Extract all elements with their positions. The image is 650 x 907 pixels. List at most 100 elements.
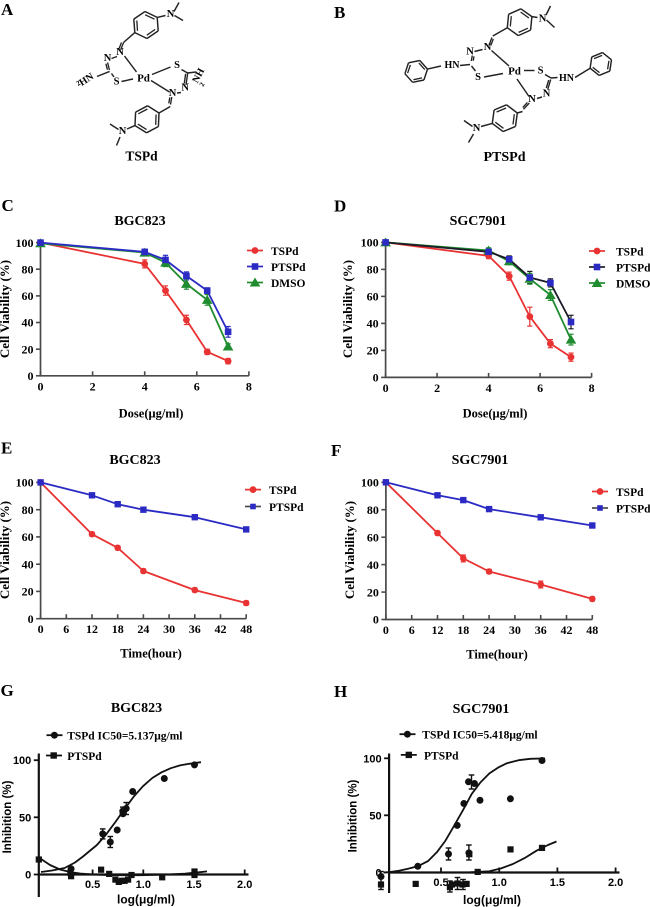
svg-text:0: 0 <box>38 379 44 393</box>
svg-text:N: N <box>539 14 547 25</box>
svg-text:36: 36 <box>189 622 201 636</box>
svg-text:100: 100 <box>361 476 379 490</box>
svg-text:B: B <box>334 3 345 22</box>
svg-text:0: 0 <box>383 381 389 395</box>
svg-text:60: 60 <box>367 530 379 544</box>
svg-text:40: 40 <box>367 317 379 331</box>
svg-text:N: N <box>181 83 189 94</box>
svg-text:Cell Viability (%): Cell Viability (%) <box>0 260 12 358</box>
svg-text:PTSPd: PTSPd <box>271 262 306 274</box>
svg-text:BGC823: BGC823 <box>109 453 160 468</box>
svg-text:48: 48 <box>586 623 598 637</box>
svg-text:DMSO: DMSO <box>616 279 650 291</box>
svg-text:DMSO: DMSO <box>271 278 306 290</box>
svg-text:50: 50 <box>369 810 381 822</box>
svg-text:100: 100 <box>13 755 31 767</box>
svg-text:Time(hour): Time(hour) <box>466 648 528 662</box>
svg-text:18: 18 <box>457 623 469 637</box>
svg-text:Inhibition (%): Inhibition (%) <box>348 779 360 852</box>
svg-text:1.0: 1.0 <box>136 879 151 891</box>
svg-text:PTSPd: PTSPd <box>616 504 650 516</box>
svg-text:Inhibition (%): Inhibition (%) <box>2 780 14 853</box>
svg-text:Cell Viability (%): Cell Viability (%) <box>340 260 355 358</box>
svg-text:Time(hour): Time(hour) <box>120 647 182 661</box>
svg-text:F: F <box>331 441 341 460</box>
svg-text:6: 6 <box>63 622 69 636</box>
svg-text:0: 0 <box>28 369 34 383</box>
svg-text:N: N <box>116 47 124 58</box>
svg-text:0: 0 <box>38 622 44 636</box>
svg-text:PTSPd: PTSPd <box>424 750 459 762</box>
svg-text:80: 80 <box>367 503 379 517</box>
svg-text:N: N <box>169 88 177 99</box>
svg-text:S: S <box>538 66 544 77</box>
svg-text:BGC823: BGC823 <box>114 214 165 229</box>
svg-text:24: 24 <box>483 623 495 637</box>
svg-text:2: 2 <box>198 81 207 88</box>
svg-text:100: 100 <box>363 753 381 765</box>
svg-text:C: C <box>2 196 14 215</box>
svg-text:48: 48 <box>240 622 252 636</box>
svg-text:Cell Viability (%): Cell Viability (%) <box>0 501 12 599</box>
svg-text:4: 4 <box>486 381 492 395</box>
svg-text:S: S <box>475 72 481 83</box>
svg-text:G: G <box>1 681 14 700</box>
svg-text:100: 100 <box>16 476 34 490</box>
svg-text:TSPd IC50=5.418μg/ml: TSPd IC50=5.418μg/ml <box>422 730 537 742</box>
svg-text:12: 12 <box>432 623 444 637</box>
svg-text:6: 6 <box>537 381 543 395</box>
svg-text:0: 0 <box>373 371 379 385</box>
svg-text:0: 0 <box>375 867 381 879</box>
svg-text:TSPd: TSPd <box>125 149 158 164</box>
svg-text:0: 0 <box>25 870 31 882</box>
svg-text:42: 42 <box>561 623 573 637</box>
svg-text:Pd: Pd <box>137 73 150 85</box>
svg-text:PTSPd: PTSPd <box>483 150 525 165</box>
svg-text:Dose(μg/ml): Dose(μg/ml) <box>119 407 184 421</box>
svg-text:PTSPd: PTSPd <box>67 751 102 763</box>
svg-text:18: 18 <box>112 622 124 636</box>
svg-text:1.0: 1.0 <box>492 877 507 889</box>
svg-text:SGC7901: SGC7901 <box>450 214 507 229</box>
svg-text:PTSPd: PTSPd <box>616 263 650 275</box>
svg-text:BGC823: BGC823 <box>111 701 162 716</box>
svg-text:A: A <box>1 0 14 19</box>
svg-text:2.0: 2.0 <box>608 877 623 889</box>
svg-text:N: N <box>466 47 474 58</box>
svg-text:PTSPd: PTSPd <box>269 502 304 514</box>
svg-text:log(μg/ml): log(μg/ml) <box>117 893 175 907</box>
svg-text:80: 80 <box>367 263 379 277</box>
svg-text:D: D <box>334 197 346 216</box>
svg-text:TSPd: TSPd <box>269 485 297 497</box>
svg-text:50: 50 <box>19 812 31 824</box>
svg-text:N: N <box>119 126 127 137</box>
svg-text:20: 20 <box>22 585 34 599</box>
svg-text:N: N <box>473 123 481 134</box>
svg-text:24: 24 <box>137 622 149 636</box>
svg-text:TSPd: TSPd <box>616 487 644 499</box>
svg-text:40: 40 <box>22 316 34 330</box>
svg-text:H: H <box>334 682 347 701</box>
svg-text:100: 100 <box>16 236 34 250</box>
svg-text:Pd: Pd <box>508 66 521 78</box>
svg-text:1.5: 1.5 <box>550 877 565 889</box>
svg-text:60: 60 <box>367 290 379 304</box>
svg-text:TSPd IC50=5.137μg/ml: TSPd IC50=5.137μg/ml <box>67 731 182 743</box>
svg-text:80: 80 <box>22 262 34 276</box>
svg-text:2.0: 2.0 <box>237 879 252 891</box>
svg-text:2: 2 <box>434 381 440 395</box>
svg-text:12: 12 <box>86 622 98 636</box>
svg-text:30: 30 <box>509 623 521 637</box>
svg-text:E: E <box>1 439 12 458</box>
svg-text:0.5: 0.5 <box>433 877 448 889</box>
svg-text:S: S <box>174 60 180 71</box>
svg-text:36: 36 <box>535 623 547 637</box>
svg-text:SGC7901: SGC7901 <box>453 702 510 717</box>
svg-text:Dose(μg/ml): Dose(μg/ml) <box>463 407 528 421</box>
svg-text:2: 2 <box>75 79 83 88</box>
svg-text:0: 0 <box>373 613 379 627</box>
svg-text:4: 4 <box>142 379 148 393</box>
svg-text:HN: HN <box>559 73 575 84</box>
svg-text:20: 20 <box>367 344 379 358</box>
svg-text:TSPd: TSPd <box>616 247 644 259</box>
